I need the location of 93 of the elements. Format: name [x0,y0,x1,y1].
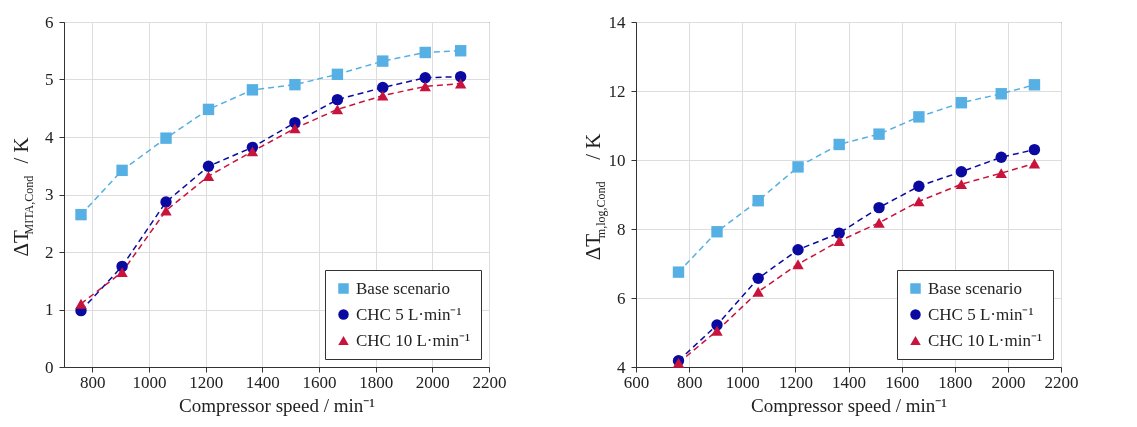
point [792,161,804,173]
x-tick-label: 2200 [1044,372,1079,392]
point [202,103,215,116]
y-tick-label: 6 [45,12,54,32]
point [160,196,172,208]
point [1028,158,1041,169]
point [752,272,764,285]
x-tick-label: 1200 [189,372,224,392]
point [377,55,389,67]
point [289,78,301,91]
point [995,88,1007,100]
legend-label: Base scenario [356,278,450,298]
y-tick-label: 4 [45,127,54,147]
point [116,164,128,177]
y-tick-label: 5 [45,70,54,89]
point [873,128,885,140]
point [913,196,925,207]
legend-label: CHC 10 L·min⁻¹ [356,330,471,350]
point [873,201,885,214]
x-axis-title: Compressor speed / min⁻¹ [179,394,376,416]
point [873,217,885,228]
point [202,171,215,182]
x-tick-label: 1800 [359,372,394,392]
point [833,138,845,151]
point [289,123,301,134]
x-tick-label: 1000 [725,372,760,392]
y-tick-label: 3 [45,185,54,204]
point [116,267,128,278]
point [1028,79,1041,91]
x-tick-label: 1600 [885,372,920,392]
legend-label: CHC 5 L·min⁻¹ [928,304,1034,324]
point [75,208,87,221]
y-tick-label: 0 [45,357,54,377]
y-axis-title: ΔTMITA,Cond / K [9,137,36,257]
x-tick-label: 2000 [415,372,450,392]
point [419,72,431,84]
point [454,45,467,57]
point [246,146,259,157]
point [955,166,968,178]
y-tick-label: 8 [617,219,626,239]
point [833,236,845,247]
point [995,151,1007,163]
x-tick-label: 1200 [778,372,813,392]
point [995,168,1007,179]
y-tick-label: 6 [617,288,626,308]
point [955,179,968,190]
point [419,81,431,92]
point [331,93,344,106]
point [331,104,344,115]
point [377,90,389,101]
point [752,286,764,297]
x-tick-label: 1400 [245,372,280,392]
point [833,227,845,239]
x-tick-label: 1400 [832,372,866,392]
point [419,46,431,59]
point [752,195,764,207]
point [711,226,723,238]
point [913,111,925,123]
point [454,78,467,89]
point [331,68,344,81]
text: ΔTm,log,Cond / K [581,133,608,261]
x-tick-label: 2000 [991,372,1026,392]
point [202,160,215,173]
x-tick-label: 800 [676,372,703,392]
legend-label: CHC 10 L·min⁻¹ [928,330,1043,350]
point [377,81,389,94]
point [246,84,259,96]
point [454,70,467,83]
point [711,325,723,336]
legend-label: Base scenario [928,278,1022,298]
point [913,180,925,192]
x-tick-label: 1000 [132,372,167,392]
point [75,298,87,309]
point [160,205,172,216]
point [792,259,804,270]
x-tick-label: 600 [623,372,650,392]
point [792,244,804,256]
y-tick-label: 2 [45,242,54,262]
point [955,97,968,109]
y-tick-label: 4 [617,357,626,377]
y-tick-label: 1 [45,300,54,319]
legend-label: CHC 5 L·min⁻¹ [356,304,462,324]
x-tick-label: 1800 [938,372,973,392]
x-axis-title: Compressor speed / min⁻¹ [751,394,948,416]
x-tick-label: 1600 [302,372,337,392]
y-tick-label: 14 [608,12,626,32]
x-tick-label: 800 [80,372,106,392]
y-tick-label: 10 [608,150,626,170]
x-tick-label: 2200 [472,372,507,392]
point [1028,143,1041,156]
point [160,132,172,144]
y-tick-label: 12 [608,81,626,101]
point [672,266,685,278]
